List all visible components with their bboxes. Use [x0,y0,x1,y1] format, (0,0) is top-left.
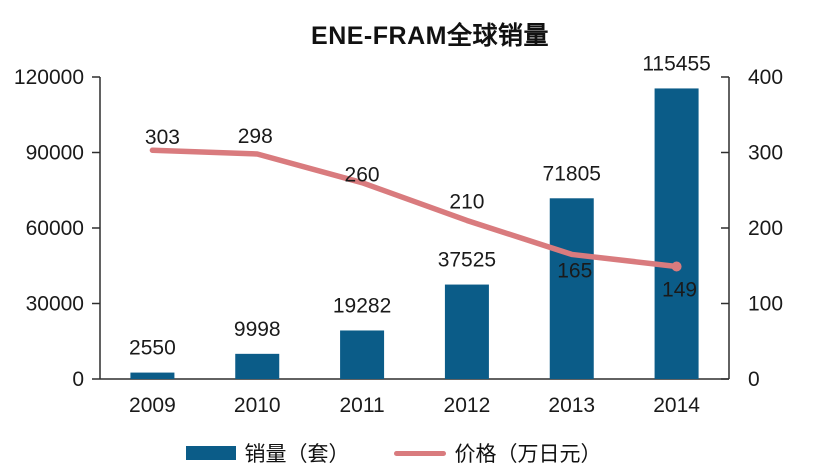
bar-2009 [130,372,175,379]
line-value-label: 149 [662,279,697,302]
x-axis-label: 2014 [653,394,700,417]
right-axis-tick-label: 200 [748,217,783,240]
left-axis-tick-label: 30000 [26,293,84,316]
price-line [149,147,680,270]
price-line-end-dot [671,261,682,272]
line-value-label: 303 [145,126,180,149]
line-value-label: 165 [557,259,592,282]
x-axis-label: 2009 [129,394,176,417]
line-value-label: 298 [238,125,273,148]
bar-value-label: 19282 [333,294,391,317]
bar-value-label: 37525 [438,249,496,272]
bar-2014 [654,88,699,380]
bar-2010 [235,353,280,379]
bar-value-label: 115455 [642,52,711,75]
left-axis-tick-label: 90000 [26,142,84,165]
legend-item-sales: 销量（套） [185,438,350,468]
x-axis-label: 2010 [234,394,281,417]
bar-2012 [444,284,489,379]
right-axis-tick-label: 0 [748,368,760,391]
legend-swatch-bar [185,446,236,460]
x-axis-label: 2011 [339,394,384,417]
bar-2011 [340,330,385,379]
legend-item-price: 价格（万日元） [393,438,602,468]
legend-swatch-line [393,450,446,456]
left-axis-tick-label: 120000 [14,66,84,89]
line-value-label: 260 [345,164,380,187]
bar-value-label: 9998 [234,318,281,341]
chart-title: ENE-FRAM全球销量 [311,22,549,50]
x-axis-label: 2012 [444,394,491,417]
right-axis-tick-label: 300 [748,142,783,165]
legend-label-sales: 销量（套） [244,443,350,466]
legend-label-price: 价格（万日元） [454,443,602,466]
bar-value-label: 2550 [129,337,176,360]
line-value-label: 210 [449,190,484,213]
right-axis-tick-label: 400 [748,66,783,89]
bar-2013 [549,198,594,379]
left-axis-tick-label: 0 [72,368,84,391]
legend: 销量（套） 价格（万日元） [0,438,801,468]
left-axis-tick-label: 60000 [26,217,84,240]
x-axis-label: 2013 [548,394,595,417]
bar-value-label: 71805 [543,162,601,185]
right-axis-tick-label: 100 [748,293,783,316]
